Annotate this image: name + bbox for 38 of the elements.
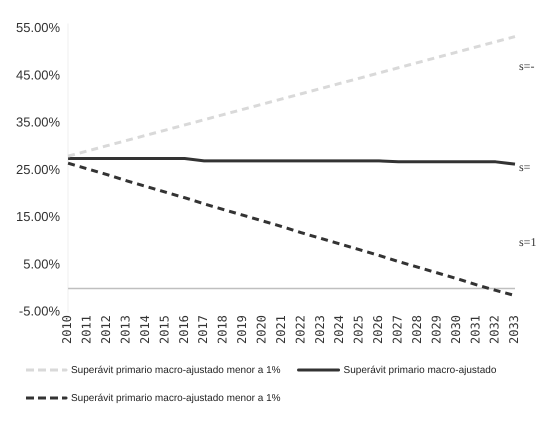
x-tick-label: 2028 (410, 315, 424, 344)
y-tick-label: 45.00% (16, 67, 61, 82)
x-tick-label: 2017 (196, 315, 210, 344)
legend-label: Superávit primario macro-ajustado (344, 364, 497, 376)
x-tick-label: 2018 (216, 315, 230, 344)
x-tick-label: 2014 (138, 315, 152, 344)
x-tick-label: 2011 (80, 315, 94, 344)
text: s=- (519, 59, 534, 74)
x-tick-label: 2019 (235, 315, 250, 344)
x-tick-label: 2021 (274, 315, 288, 344)
x-tick-label: 2015 (157, 315, 172, 344)
x-tick-label: 2026 (371, 315, 386, 344)
x-tick-label: 2031 (468, 315, 482, 344)
y-tick-label: 55.00% (16, 20, 61, 36)
text: s= (519, 160, 531, 174)
y-tick-label: 15.00% (16, 209, 61, 224)
text: s=1 (519, 235, 536, 250)
x-tick-label: 2033 (507, 315, 522, 344)
x-tick-label: 2032 (488, 315, 502, 344)
x-tick-label: 2029 (429, 315, 444, 344)
legend-label: Superávit primario macro-ajustado menor a 1% (71, 392, 281, 404)
y-tick-label: -5.00% (18, 304, 61, 319)
x-tick-label: 2023 (312, 315, 327, 344)
x-tick-label: 2013 (118, 315, 133, 344)
x-tick-label: 2030 (448, 315, 463, 344)
line-series (66, 35, 516, 158)
legend-label: Superávit primario macro-ajustado menor a 1% (71, 364, 281, 376)
x-tick-label: 2022 (293, 315, 308, 344)
x-tick-label: 2020 (254, 315, 269, 344)
x-tick-label: 2016 (176, 315, 191, 344)
x-tick-label: 2027 (390, 315, 405, 344)
y-tick-label: 35.00% (16, 114, 61, 130)
x-tick-label: 2025 (352, 315, 366, 344)
y-tick-label: 25.00% (16, 162, 61, 177)
y-tick-label: 5.00% (23, 256, 61, 272)
x-tick-label: 2024 (332, 315, 346, 344)
x-tick-label: 2012 (99, 315, 114, 344)
x-tick-label: 2010 (60, 315, 74, 344)
